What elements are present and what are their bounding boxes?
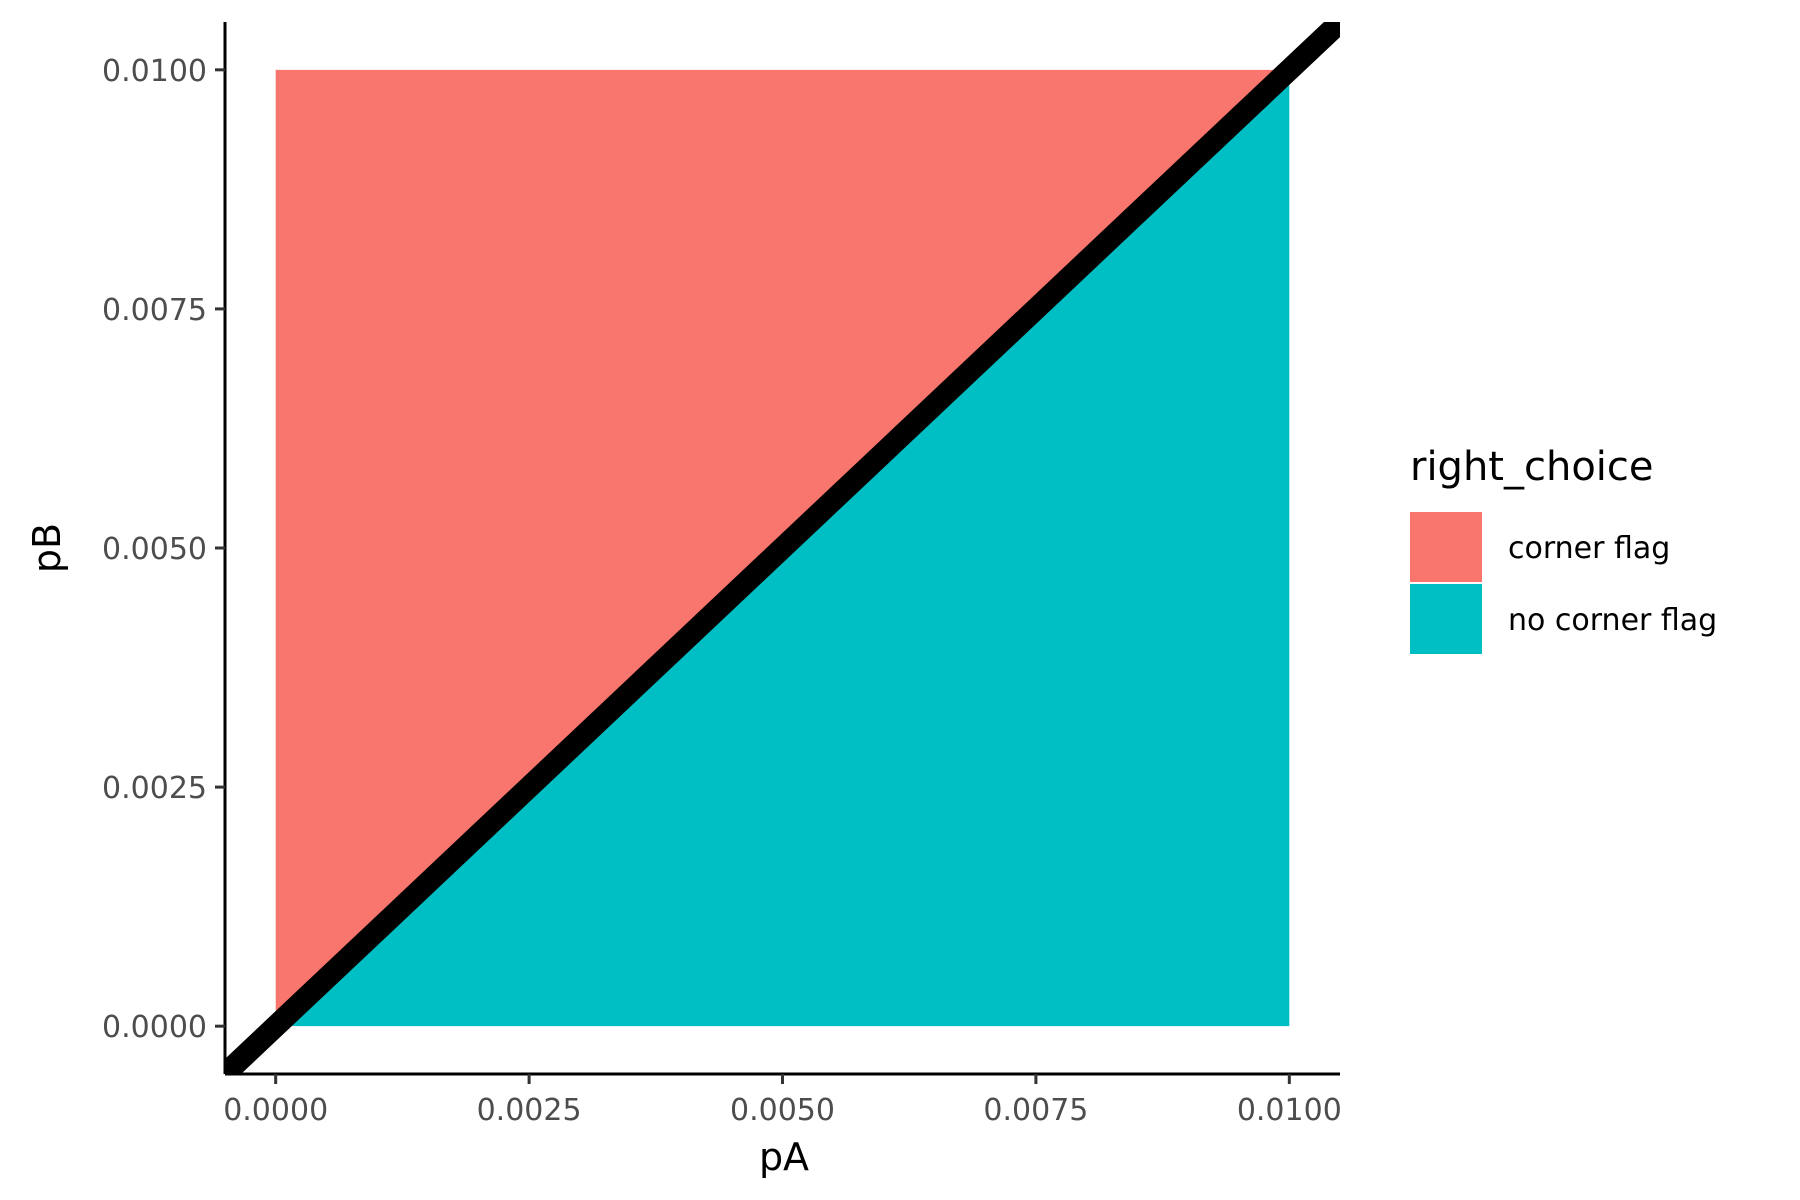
legend-title: right_choice [1410,444,1654,490]
x-tick-label: 0.0025 [477,1093,582,1128]
legend: right_choice corner flag no corner flag [1410,444,1717,654]
x-tick-label: 0.0050 [730,1093,835,1128]
legend-label: corner flag [1508,531,1670,566]
y-axis-title: pB [25,523,69,573]
plot-panel [225,22,1340,1074]
x-tick-label: 0.0100 [1237,1093,1342,1128]
legend-key [1410,584,1482,654]
y-tick-label: 0.0100 [102,54,207,89]
reference-line-y-equals-x [225,22,1340,1074]
legend-key [1410,512,1482,582]
y-tick-label: 0.0050 [102,532,207,567]
x-tick-label: 0.0000 [223,1093,328,1128]
y-tick-label: 0.0000 [102,1010,207,1045]
legend-label: no corner flag [1508,603,1717,638]
x-axis-title: pA [759,1135,809,1179]
x-tick-label: 0.0075 [983,1093,1088,1128]
y-tick-label: 0.0075 [102,293,207,328]
y-tick-label: 0.0025 [102,771,207,806]
axes: 0.0000 0.0025 0.0050 0.0075 0.0100 0.0000 0.00… [102,22,1342,1128]
